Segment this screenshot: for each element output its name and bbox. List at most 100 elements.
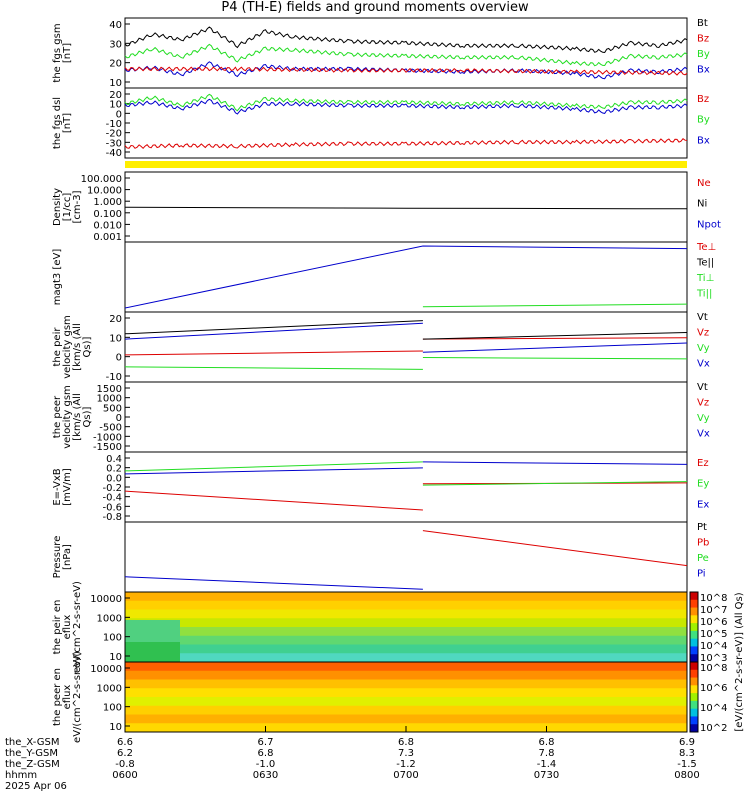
legend-By: By [697,115,710,126]
series-Bx [124,61,688,80]
series-Bz [124,66,688,76]
heatmap-band [125,592,687,602]
y-axis-label: the peer en [52,668,63,726]
y-tick-label: 0 [116,353,122,364]
heatmap-band [125,600,687,610]
footer-time: 0730 [534,770,559,781]
y-axis-label: [nT] [62,113,73,133]
heatmap-band [125,697,687,707]
y-tick-label: 10 [109,652,122,663]
y-tick-label: 0.010 [93,220,122,231]
colorbar-segment [690,592,698,601]
y-tick-label: 10.000 [87,186,122,197]
y-tick-label: 1000 [97,613,122,624]
heatmap-band [125,670,687,680]
colorbar-label: [eV/(cm^2-s-sr-eV)] (All Qs) [734,592,745,731]
y-tick-label: -10 [106,119,122,130]
y-axis-label: the peer [52,395,63,438]
panel-frame [124,241,688,313]
panel-8: Pressure [nPa] Pt Pb Pe Pi [52,521,709,593]
panel-frame [124,171,688,243]
y-axis-label: [nPa] [62,544,73,570]
y-tick-label: 0.100 [93,209,122,220]
series-Ti⊥ [124,245,688,309]
legend-Vy: Vy [697,413,710,424]
legend-Pt: Pt [697,522,707,533]
series-Ni [124,206,688,210]
colorbar-segment [690,646,698,655]
y-tick-label: 1000 [97,394,122,405]
y-tick-label: -10 [106,372,122,383]
footer-time: 0800 [674,770,699,781]
y-axis-label: eV/(cm^2-s-sr-eV) [72,651,83,743]
series-Bz [124,138,688,150]
colorbar-segment [690,677,698,686]
y-tick-label: 10000 [90,664,122,675]
y-axis-label: [nT] [62,43,73,63]
colorbar-segment [690,716,698,725]
y-axis-label: Qs)] [82,336,93,357]
y-tick-label: 0 [116,109,122,120]
colorbar-segment [690,700,698,710]
y-axis-label: [cm-3] [72,190,83,223]
y-axis-label: the peir [52,327,63,367]
y-axis-label: [1/cc] [62,193,73,222]
y-axis-label: eflux [62,615,73,640]
footer-z: -1.2 [396,759,416,770]
panel-frame [124,311,688,383]
series-Ex [124,467,423,475]
footer-row-label: the_Y-GSM [5,748,58,759]
series-By [124,43,688,67]
footer-y: 6.8 [258,748,274,759]
panel-5: 20 10 0 -10 the peir velocity gsm [km/s (All Qs… [52,311,710,383]
colorbar-tick: 10^3 [700,653,727,664]
y-tick-label: 0.4 [106,454,122,465]
y-tick-label: 0 [116,413,122,424]
colorbar-tick: 10^5 [700,629,727,640]
footer-row-label: hhmm [5,770,37,781]
legend-Ni: Ni [697,199,707,210]
y-tick-label: 40 [109,20,122,31]
y-tick-label: -1500 [93,442,122,453]
series-Vx [124,322,423,340]
y-tick-label: 10 [109,333,122,344]
colorbar-segment [690,724,698,733]
footer-y: 7.8 [539,748,555,759]
heatmap-band [125,714,687,724]
colorbar-segment [690,615,698,624]
y-tick-label: -30 [106,138,122,149]
y-tick-label: 1500 [97,384,122,395]
y-tick-label: 0.0 [106,473,122,484]
colorbar-segment [690,630,698,640]
heatmap-patch [125,642,180,662]
legend-Vz: Vz [697,328,709,339]
y-tick-label: 500 [103,403,122,414]
panel-frame [124,521,688,593]
colorbar-segment [690,607,698,616]
footer-x: 6.8 [539,737,555,748]
legend-Bx: Bx [697,135,710,146]
legend-Ez: Ez [697,458,709,469]
footer-y: 8.3 [679,748,695,759]
series-Ex [422,461,688,465]
colorbar-tick: 10^4 [700,703,727,714]
series-Vz [124,350,423,356]
colorbar-segment [690,685,698,694]
series-Pb [422,530,688,567]
heatmap-band [125,679,687,689]
colorbar-tick: 10^4 [700,641,727,652]
colorbar-segment [690,708,698,717]
colorbar-tick: 10^7 [700,605,727,616]
y-tick-label: 1.000 [93,197,122,208]
y-axis-label: magt3 [eV] [52,249,63,306]
footer-time: 0600 [112,770,137,781]
series-Vy [124,366,423,370]
y-axis-label: E=-VxB [52,468,63,505]
colorbar-tick: 10^8 [700,663,727,674]
heatmap-band [125,653,687,663]
footer-x: 6.6 [117,737,133,748]
panel-frame [124,17,688,89]
y-axis-label: Qs)] [82,406,93,427]
